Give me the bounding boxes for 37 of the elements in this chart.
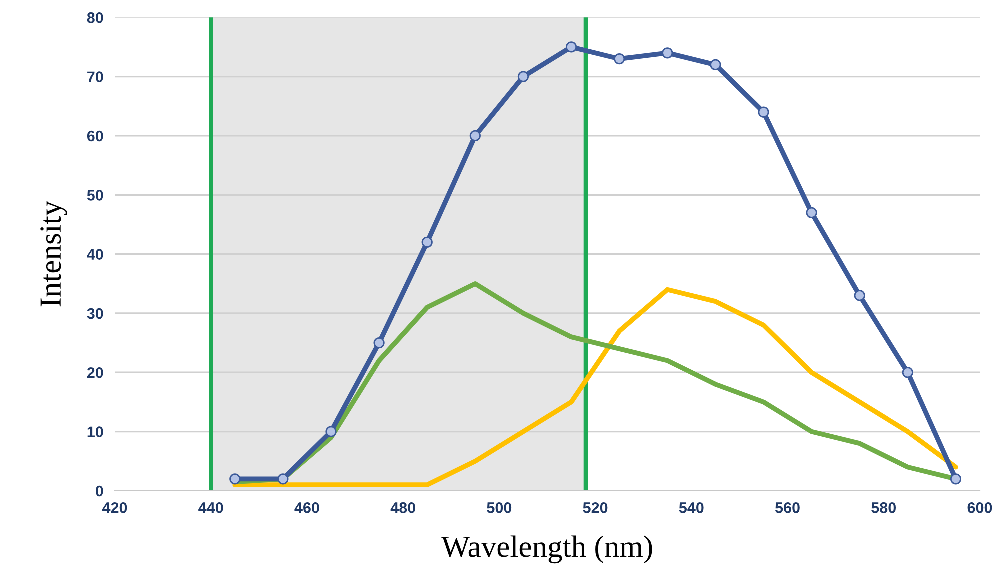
y-tick-label: 10 (88, 426, 104, 438)
x-tick-label: 420 (102, 502, 128, 514)
point (806, 207, 818, 218)
x-tick-label: 440 (198, 502, 224, 514)
point (758, 106, 770, 118)
point (902, 367, 914, 378)
point (854, 290, 866, 302)
point (278, 474, 289, 485)
y-tick-label: 60 (87, 130, 104, 142)
x-tick-label: 480 (390, 502, 416, 514)
point (614, 54, 626, 65)
point (374, 338, 385, 349)
y-tick-label: 20 (87, 368, 104, 378)
point (518, 71, 530, 82)
y-tick-label: 70 (88, 72, 104, 82)
x-tick-label: 540 (679, 502, 704, 514)
y-tick-label: 30 (87, 308, 104, 320)
x-tick-label: 520 (583, 502, 608, 514)
point (950, 474, 962, 485)
point (662, 48, 674, 59)
point (470, 130, 481, 142)
x-tick-label: 600 (968, 502, 992, 514)
point (422, 236, 433, 248)
y-tick-label: 0 (96, 486, 104, 497)
x-tick-label: 580 (872, 502, 896, 514)
point (326, 426, 337, 438)
point (230, 474, 241, 485)
y-tick-label: 80 (87, 12, 104, 24)
x-tick-label: 500 (487, 502, 512, 514)
y-tick-label: 50 (87, 190, 104, 201)
point (710, 59, 722, 71)
y-tick-label: 40 (87, 249, 104, 260)
x-tick-label: 560 (776, 502, 800, 514)
x-tick-label: 460 (294, 502, 320, 514)
point (566, 42, 578, 53)
x-axis-title: Wavelength (nm) (441, 536, 652, 564)
y-axis-title: Intensity (40, 200, 68, 307)
